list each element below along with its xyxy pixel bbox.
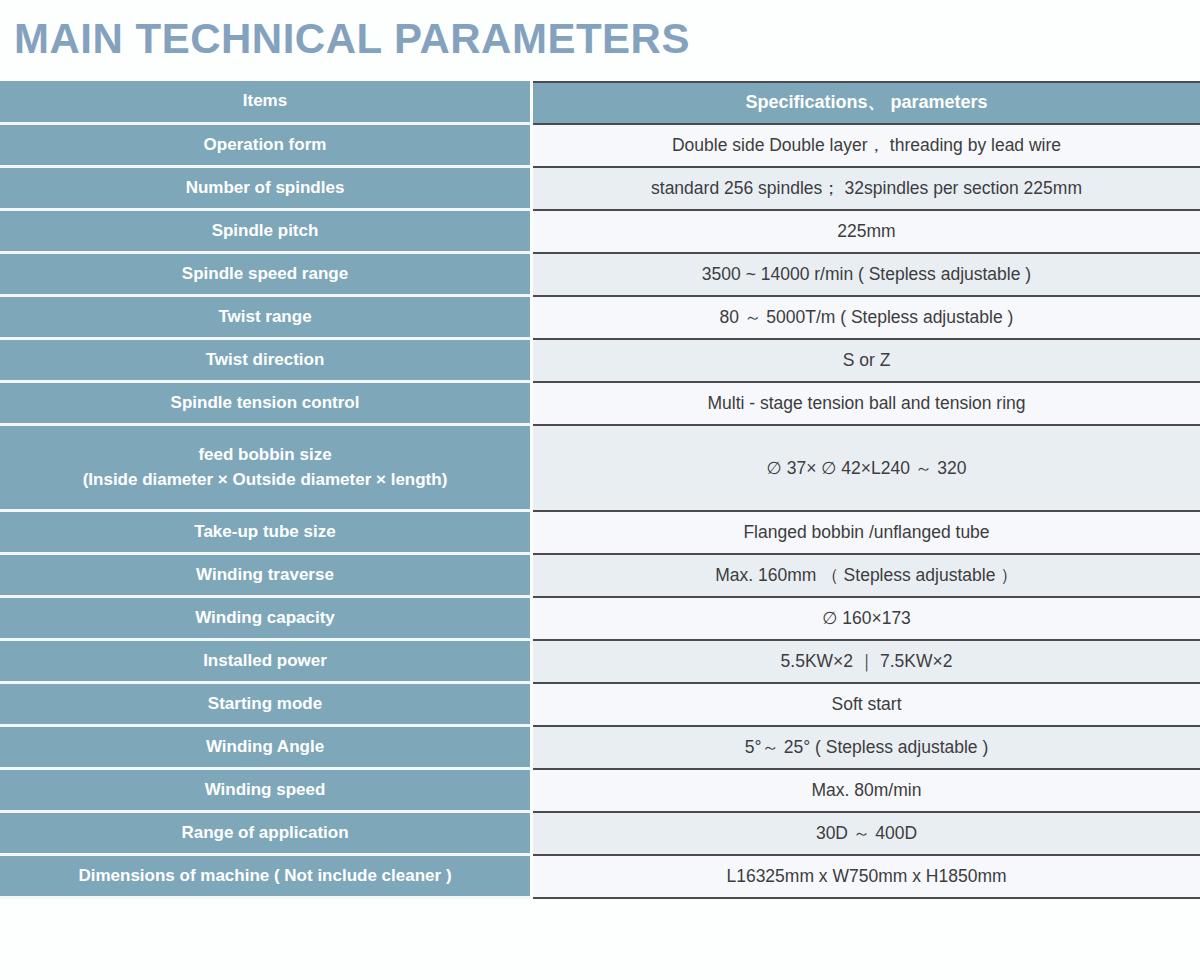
value-cell: 80 ～ 5000T/m ( Stepless adjustable ) — [533, 297, 1200, 340]
table-header-row: Items Specifications、 parameters — [0, 81, 1200, 125]
page-title: MAIN TECHNICAL PARAMETERS — [0, 0, 1200, 62]
item-cell: Winding speed — [0, 770, 530, 813]
header-items-cell: Items — [0, 81, 530, 125]
table-row: Winding speed Max. 80m/min — [0, 770, 1200, 813]
table-row: Installed power 5.5KW×2 ｜ 7.5KW×2 — [0, 641, 1200, 684]
value-cell: 30D ～ 400D — [533, 813, 1200, 856]
value-cell: Double side Double layer， threading by l… — [533, 125, 1200, 168]
table-row: Dimensions of machine ( Not include clea… — [0, 856, 1200, 899]
table-row: Twist direction S or Z — [0, 340, 1200, 383]
value-cell: L16325mm x W750mm x H1850mm — [533, 856, 1200, 899]
value-cell: 3500 ~ 14000 r/min ( Stepless adjustable… — [533, 254, 1200, 297]
table-row: Twist range 80 ～ 5000T/m ( Stepless adju… — [0, 297, 1200, 340]
item-cell: Spindle speed range — [0, 254, 530, 297]
header-specifications-cell: Specifications、 parameters — [533, 81, 1200, 125]
item-cell: Spindle tension control — [0, 383, 530, 426]
table-row: Spindle speed range 3500 ~ 14000 r/min (… — [0, 254, 1200, 297]
parameters-table: Items Specifications、 parameters Operati… — [0, 81, 1200, 899]
item-cell: Operation form — [0, 125, 530, 168]
item-cell: Winding Angle — [0, 727, 530, 770]
table-row: Number of spindles standard 256 spindles… — [0, 168, 1200, 211]
item-cell: Twist range — [0, 297, 530, 340]
table-row: Winding Angle 5°～ 25° ( Stepless adjusta… — [0, 727, 1200, 770]
value-cell: 5°～ 25° ( Stepless adjustable ) — [533, 727, 1200, 770]
table-row: feed bobbin size (Inside diameter × Outs… — [0, 426, 1200, 512]
table-row: Winding capacity ∅ 160×173 — [0, 598, 1200, 641]
value-cell: ∅ 37× ∅ 42×L240 ～ 320 — [533, 426, 1200, 512]
page: MAIN TECHNICAL PARAMETERS Items Specific… — [0, 0, 1200, 980]
item-cell: Winding capacity — [0, 598, 530, 641]
item-cell: Take-up tube size — [0, 512, 530, 555]
item-cell: Winding traverse — [0, 555, 530, 598]
parameters-table-body: Operation form Double side Double layer，… — [0, 125, 1200, 899]
value-cell: S or Z — [533, 340, 1200, 383]
table-row: Spindle tension control Multi - stage te… — [0, 383, 1200, 426]
value-cell: Max. 160mm （ Stepless adjustable ） — [533, 555, 1200, 598]
item-cell: Twist direction — [0, 340, 530, 383]
value-cell: 225mm — [533, 211, 1200, 254]
item-cell: Spindle pitch — [0, 211, 530, 254]
value-cell: standard 256 spindles； 32spindles per se… — [533, 168, 1200, 211]
item-cell: Number of spindles — [0, 168, 530, 211]
table-row: Winding traverse Max. 160mm （ Stepless a… — [0, 555, 1200, 598]
value-cell: ∅ 160×173 — [533, 598, 1200, 641]
table-row: Starting mode Soft start — [0, 684, 1200, 727]
table-row: Take-up tube size Flanged bobbin /unflan… — [0, 512, 1200, 555]
item-cell: Dimensions of machine ( Not include clea… — [0, 856, 530, 899]
value-cell: Multi - stage tension ball and tension r… — [533, 383, 1200, 426]
value-cell: Max. 80m/min — [533, 770, 1200, 813]
table-row: Spindle pitch 225mm — [0, 211, 1200, 254]
value-cell: 5.5KW×2 ｜ 7.5KW×2 — [533, 641, 1200, 684]
value-cell: Soft start — [533, 684, 1200, 727]
item-cell: Starting mode — [0, 684, 530, 727]
item-cell: Installed power — [0, 641, 530, 684]
table-row: Range of application 30D ～ 400D — [0, 813, 1200, 856]
item-cell: Range of application — [0, 813, 530, 856]
item-cell: feed bobbin size (Inside diameter × Outs… — [0, 426, 530, 512]
value-cell: Flanged bobbin /unflanged tube — [533, 512, 1200, 555]
table-row: Operation form Double side Double layer，… — [0, 125, 1200, 168]
